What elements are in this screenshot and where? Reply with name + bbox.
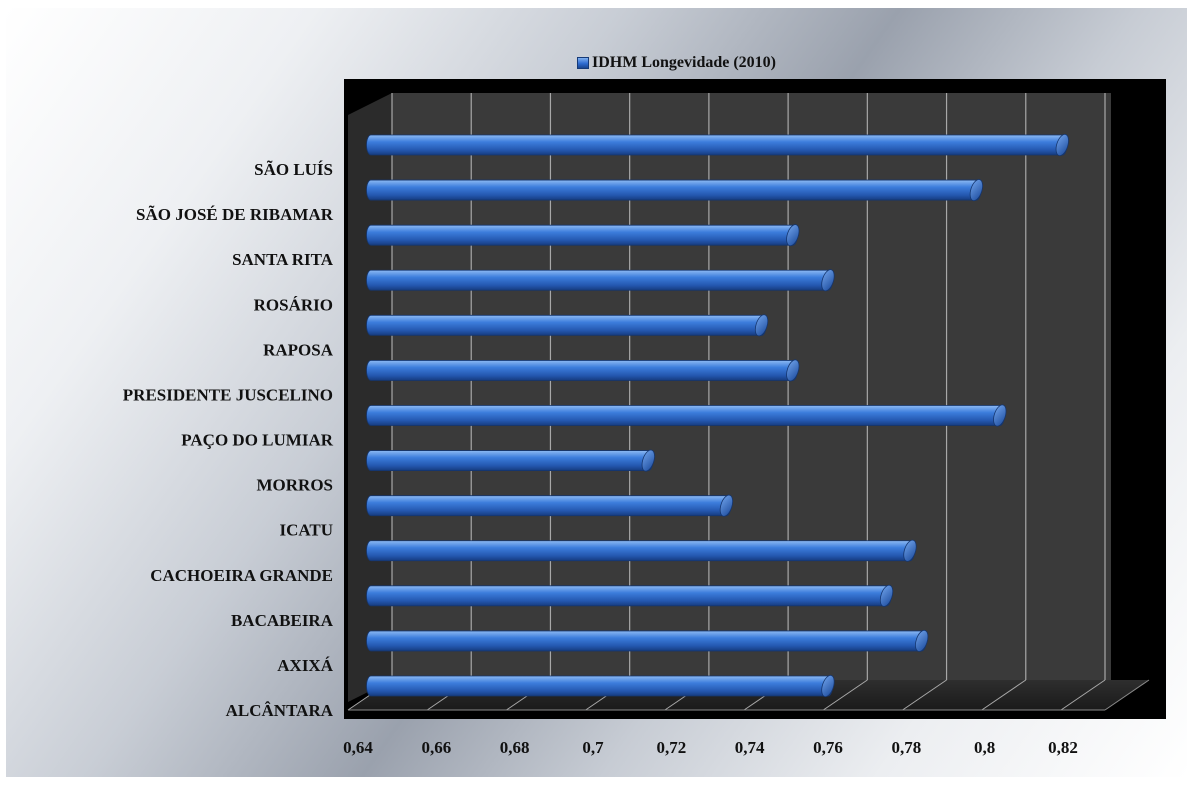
bar <box>366 360 798 381</box>
legend-label: IDHM Longevidade (2010) <box>592 54 776 71</box>
bar <box>366 269 833 291</box>
bar <box>366 630 927 652</box>
category-label: MORROS <box>257 476 334 495</box>
x-tick-label: 0,82 <box>1048 738 1078 757</box>
bar <box>366 675 833 697</box>
bar-cap <box>641 449 655 472</box>
category-label: RAPOSA <box>263 340 334 359</box>
bar <box>366 495 732 517</box>
bar-cap <box>879 584 894 607</box>
category-label: AXIXÁ <box>277 656 333 675</box>
category-label: CACHOEIRA GRANDE <box>150 566 333 585</box>
gridline-floor <box>981 679 1027 711</box>
bar-cap <box>1055 134 1069 156</box>
category-label: SANTA RITA <box>232 250 334 269</box>
bar-cap <box>993 404 1007 427</box>
plot-floor-edge <box>1104 679 1150 711</box>
category-label: PAÇO DO LUMIAR <box>181 431 333 450</box>
bar <box>366 314 767 336</box>
category-label: BACABEIRA <box>231 611 334 630</box>
gridline-floor <box>1060 679 1106 711</box>
bar-cap <box>786 224 800 247</box>
bar-cap <box>786 359 800 382</box>
bar <box>366 585 892 607</box>
category-label: ROSÁRIO <box>254 295 333 314</box>
gridline-floor <box>823 679 868 711</box>
bar <box>366 405 1005 426</box>
gridline-floor <box>902 679 947 711</box>
x-tick-label: 0,76 <box>813 738 843 757</box>
x-tick-label: 0,64 <box>343 738 373 757</box>
bar-cap <box>821 269 835 292</box>
bar-cap <box>719 494 734 517</box>
x-tick-label: 0,8 <box>974 738 995 757</box>
bar-cap <box>754 314 769 337</box>
legend-swatch-icon <box>577 57 589 69</box>
bar-cap <box>821 675 835 697</box>
legend: IDHM Longevidade (2010) <box>577 52 776 74</box>
category-label: SÃO JOSÉ DE RIBAMAR <box>136 205 334 224</box>
x-tick-label: 0,78 <box>891 738 921 757</box>
x-tick-label: 0,66 <box>421 738 451 757</box>
bar <box>366 224 798 246</box>
bar-cap <box>903 539 917 562</box>
category-label: PRESIDENTE JUSCELINO <box>123 385 333 404</box>
x-tick-label: 0,72 <box>656 738 686 757</box>
category-label: ICATU <box>279 521 333 540</box>
bar <box>366 450 654 471</box>
category-label: ALCÂNTARA <box>226 701 334 720</box>
chart-plot: 0,64 0,66 0,68 0,7 0,72 0,74 0,76 0,78 0,8 0,82 AL… <box>123 79 1166 757</box>
bar <box>366 134 1068 156</box>
bar <box>366 540 915 562</box>
bar <box>366 179 982 201</box>
x-tick-label: 0,74 <box>735 738 765 757</box>
bar-cap <box>969 179 983 202</box>
x-tick-label: 0,7 <box>582 738 604 757</box>
x-tick-label: 0,68 <box>500 738 530 757</box>
category-label: SÃO LUÍS <box>254 160 333 179</box>
bar-cap <box>915 629 929 652</box>
chart-card: IDHM Longevidade (2010) 0,64 0,66 0,68 0,7 0… <box>6 8 1187 777</box>
